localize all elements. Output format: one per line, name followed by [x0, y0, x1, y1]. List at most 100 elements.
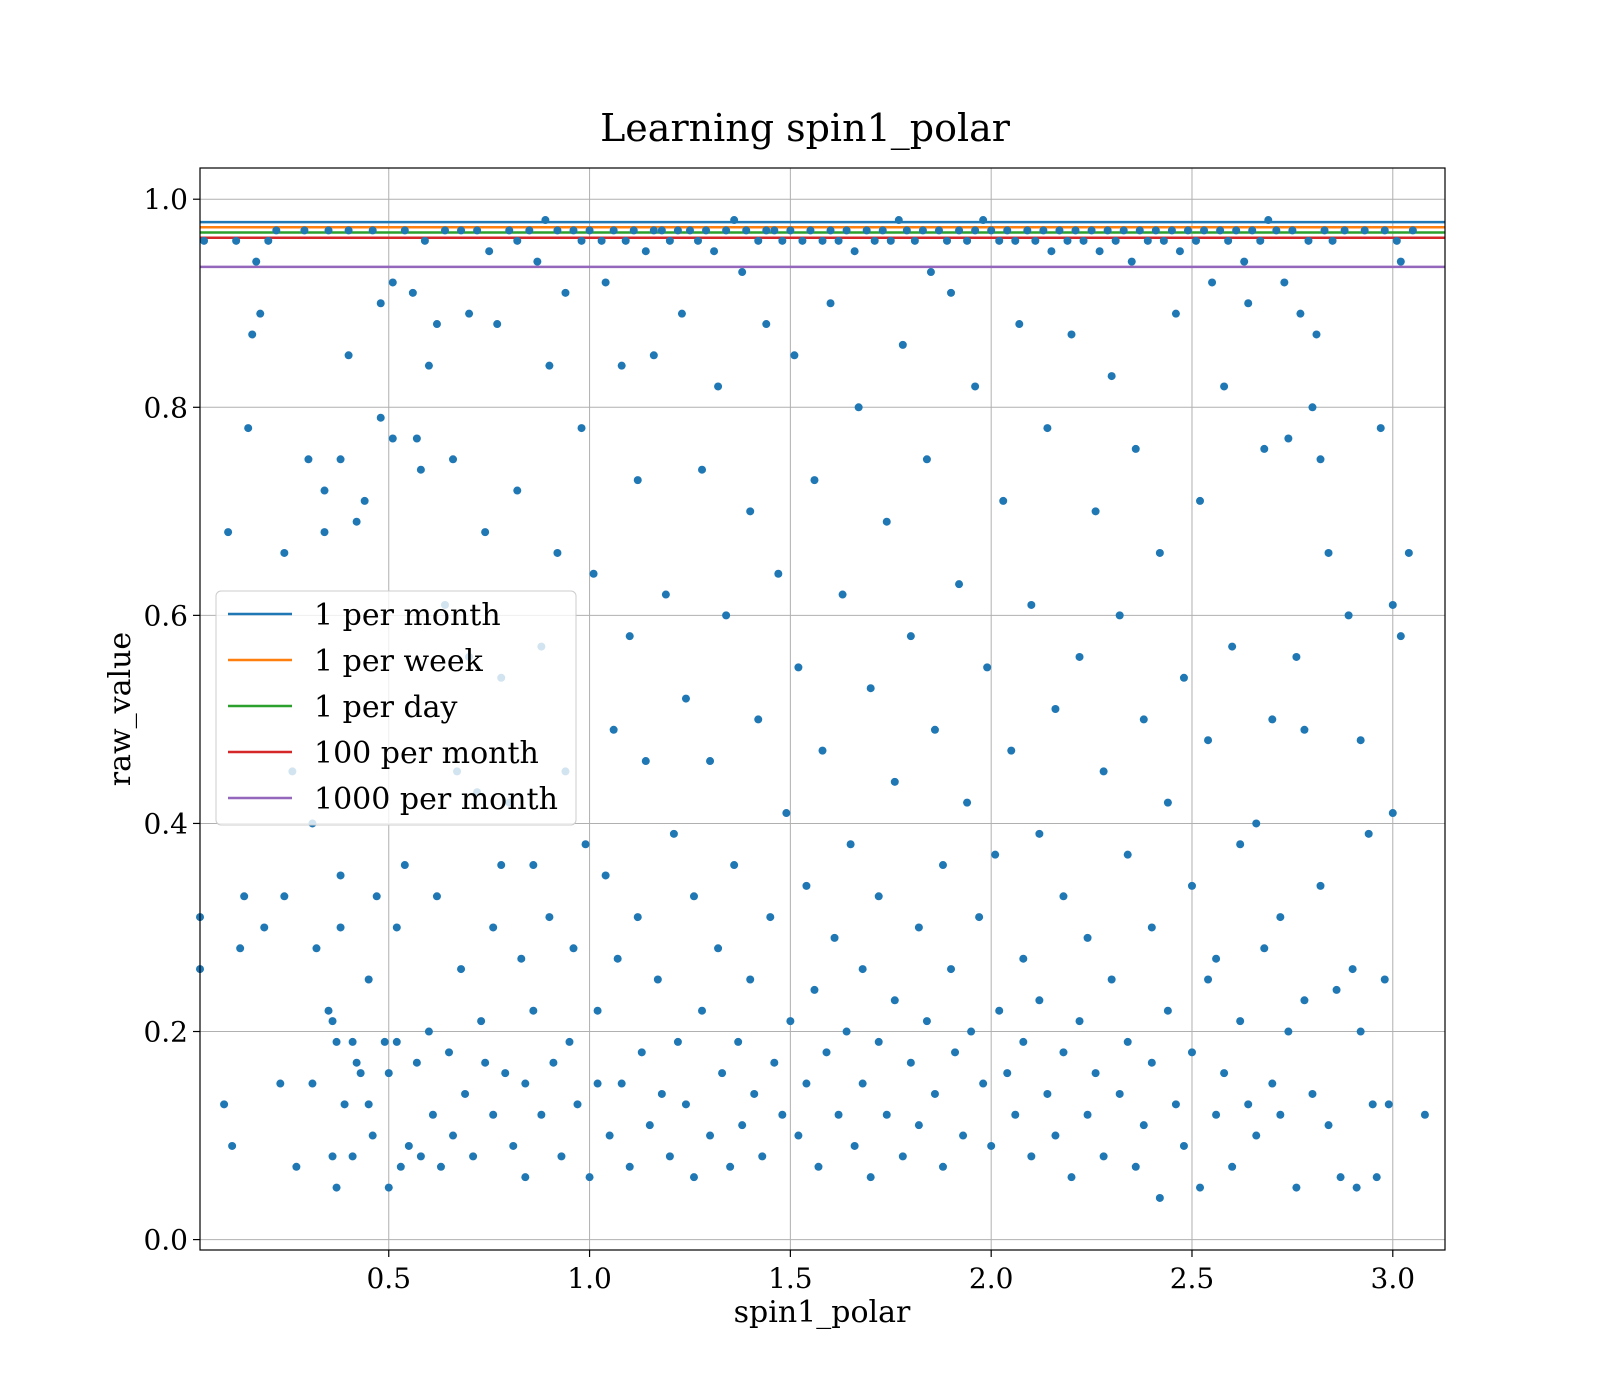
- data-point: [336, 455, 345, 464]
- y-tick-label: 0.2: [143, 1016, 188, 1049]
- y-axis-ticks: 0.0 0.2 0.4 0.6 0.8 1.0: [143, 183, 200, 1257]
- data-point: [943, 236, 951, 245]
- data-point: [224, 528, 233, 537]
- data-point: [457, 965, 466, 974]
- data-point: [625, 632, 634, 641]
- data-point: [332, 1183, 341, 1192]
- data-point: [1091, 507, 1100, 516]
- data-point: [1212, 1110, 1221, 1119]
- data-point: [790, 351, 799, 360]
- data-point: [424, 361, 433, 370]
- data-point: [1019, 954, 1028, 963]
- data-point: [1147, 923, 1156, 932]
- data-point: [432, 892, 441, 901]
- data-point: [1107, 975, 1116, 984]
- data-point: [388, 434, 397, 443]
- data-point: [1324, 548, 1333, 557]
- data-point: [1388, 600, 1397, 609]
- data-point: [846, 840, 855, 849]
- data-point: [400, 226, 409, 235]
- data-point: [1244, 299, 1253, 308]
- data-point: [1228, 1162, 1237, 1171]
- data-point: [1332, 985, 1341, 994]
- data-point: [537, 1110, 546, 1119]
- data-point: [922, 1017, 931, 1026]
- data-point: [601, 278, 610, 287]
- data-point: [1192, 236, 1200, 245]
- data-point: [1324, 1121, 1333, 1130]
- data-point: [252, 257, 261, 266]
- data-point: [1264, 216, 1273, 225]
- data-point: [1011, 1110, 1020, 1119]
- data-point: [786, 1017, 795, 1026]
- data-point: [553, 226, 562, 235]
- data-point: [963, 798, 972, 807]
- data-point: [1328, 236, 1337, 245]
- data-point: [910, 236, 919, 245]
- data-point: [1236, 840, 1245, 849]
- data-point: [834, 1110, 843, 1119]
- data-point: [894, 216, 903, 225]
- data-point: [1212, 954, 1221, 963]
- data-point: [1244, 1100, 1253, 1109]
- data-point: [842, 226, 851, 235]
- data-point: [870, 236, 879, 245]
- data-point: [750, 1089, 759, 1098]
- x-tick-label: 1.5: [768, 1262, 813, 1295]
- data-point: [489, 923, 498, 932]
- data-point: [947, 288, 956, 297]
- data-point: [1196, 1183, 1205, 1192]
- data-point: [256, 309, 265, 318]
- data-point: [497, 861, 506, 870]
- data-point: [557, 1152, 566, 1161]
- data-point: [1356, 736, 1365, 745]
- data-point: [657, 1089, 666, 1098]
- data-point: [858, 965, 867, 974]
- data-point: [388, 278, 397, 287]
- data-point: [481, 1058, 490, 1067]
- data-point: [1220, 382, 1229, 391]
- data-point: [1083, 1110, 1092, 1119]
- data-point: [1163, 798, 1172, 807]
- data-point: [874, 892, 883, 901]
- data-point: [561, 288, 570, 297]
- data-point: [1256, 236, 1265, 245]
- data-point: [1380, 975, 1389, 984]
- data-point: [818, 746, 827, 755]
- data-point: [673, 226, 682, 235]
- y-tick-label: 0.6: [143, 599, 188, 632]
- data-point: [1067, 1173, 1076, 1182]
- data-point: [1003, 226, 1012, 235]
- data-point: [605, 1131, 614, 1140]
- data-point: [886, 236, 895, 245]
- data-point: [730, 216, 739, 225]
- data-point: [449, 1131, 458, 1140]
- data-point: [1027, 1152, 1036, 1161]
- data-point: [878, 226, 887, 235]
- data-point: [396, 1162, 405, 1171]
- data-point: [344, 226, 353, 235]
- data-point: [774, 569, 783, 578]
- data-point: [360, 496, 369, 505]
- data-point: [1059, 1048, 1068, 1057]
- data-point: [1316, 881, 1325, 890]
- data-point: [1043, 424, 1052, 433]
- data-point: [489, 1110, 498, 1119]
- data-point: [987, 1141, 996, 1150]
- data-point: [987, 226, 996, 235]
- data-point: [1420, 1110, 1429, 1119]
- data-point: [874, 1037, 883, 1046]
- data-point: [1396, 257, 1405, 266]
- data-point: [1155, 1193, 1164, 1202]
- data-point: [1035, 829, 1044, 838]
- data-point: [1179, 673, 1188, 682]
- data-point: [641, 757, 650, 766]
- data-point: [569, 226, 578, 235]
- data-point: [368, 1131, 377, 1140]
- data-point: [681, 694, 690, 703]
- data-point: [436, 1162, 445, 1171]
- data-point: [1380, 226, 1389, 235]
- data-point: [1099, 767, 1108, 776]
- data-point: [336, 923, 345, 932]
- data-point: [1276, 1110, 1285, 1119]
